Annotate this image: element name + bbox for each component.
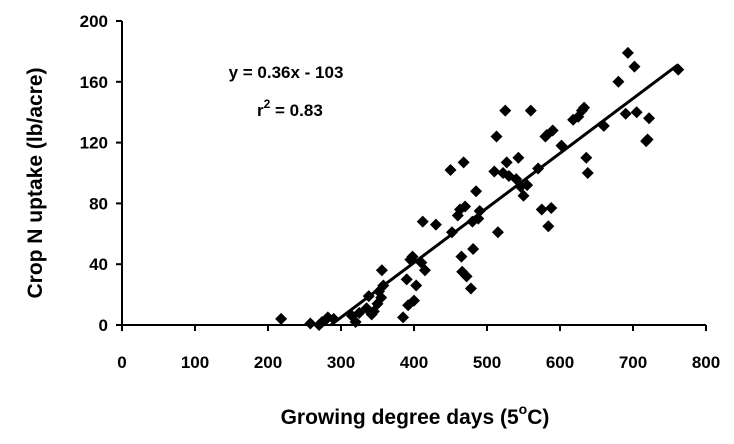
data-point (545, 201, 558, 214)
x-tick-label: 500 (473, 353, 501, 372)
data-point (500, 156, 513, 169)
data-point (491, 226, 504, 239)
data-point (512, 151, 525, 164)
x-axis-title-main: Growing degree days (5 (281, 406, 519, 429)
data-point (375, 291, 388, 304)
y-tick-label: 120 (80, 134, 108, 153)
trendline (329, 63, 680, 327)
x-tick-label: 400 (400, 353, 428, 372)
data-point (459, 200, 472, 213)
data-point (581, 167, 594, 179)
data-point (470, 185, 483, 198)
data-point (467, 243, 480, 255)
x-tick-label: 0 (117, 353, 126, 372)
data-point (628, 60, 641, 73)
data-point (499, 104, 512, 117)
data-point (535, 203, 548, 216)
data-point (375, 264, 388, 277)
x-tick-label: 600 (546, 353, 574, 372)
x-axis-title-end: C) (527, 406, 549, 429)
data-point (349, 315, 362, 328)
data-point (429, 218, 442, 231)
x-tick-label: 300 (327, 353, 355, 372)
y-axis-title: Crop N uptake (lb/acre) (24, 67, 47, 298)
data-point (406, 250, 419, 263)
data-point (542, 220, 555, 233)
data-point (455, 250, 468, 263)
r-squared-r: r (257, 101, 264, 120)
data-point (578, 101, 591, 114)
x-axis-ticks: 0 100 200 300 400 500 600 700 800 (117, 325, 720, 372)
r-squared-superscript: 2 (264, 97, 271, 111)
data-point (410, 279, 423, 292)
data-point (621, 46, 634, 59)
plot-area (121, 21, 706, 326)
data-point (502, 170, 515, 183)
x-axis-title-degree: o (519, 401, 528, 417)
regression-equation: y = 0.36x - 103 (229, 63, 344, 82)
data-point (275, 312, 288, 325)
data-point (490, 130, 503, 143)
data-point (444, 163, 457, 176)
data-point (408, 294, 420, 307)
data-point (521, 179, 534, 192)
data-point (517, 189, 530, 202)
data-point (643, 112, 656, 125)
data-point (612, 75, 625, 88)
y-tick-label: 200 (80, 12, 108, 31)
x-tick-label: 800 (692, 353, 720, 372)
y-tick-label: 160 (80, 73, 108, 92)
data-point (464, 282, 477, 295)
data-point (630, 106, 643, 119)
y-tick-label: 0 (99, 316, 108, 335)
data-point (619, 107, 632, 120)
data-point (397, 311, 410, 324)
data-point (457, 156, 470, 169)
r-squared-value: = 0.83 (270, 101, 322, 120)
data-point (580, 151, 593, 164)
x-axis-title: Growing degree days (5oC) (281, 401, 550, 429)
data-point (418, 264, 431, 277)
data-point (416, 215, 429, 228)
data-point (304, 317, 317, 330)
y-tick-label: 80 (89, 194, 108, 213)
data-point (460, 270, 473, 283)
data-point (488, 165, 501, 178)
x-tick-label: 700 (619, 353, 647, 372)
data-point (546, 124, 559, 137)
y-tick-label: 40 (89, 255, 108, 274)
x-tick-label: 100 (181, 353, 209, 372)
data-point (524, 104, 537, 117)
data-points (275, 46, 685, 331)
data-point (641, 133, 654, 146)
x-tick-label: 200 (254, 353, 282, 372)
data-point (400, 273, 413, 286)
y-axis-ticks: 0 40 80 120 160 200 (80, 12, 122, 335)
r-squared-label: r2 = 0.83 (257, 97, 323, 120)
